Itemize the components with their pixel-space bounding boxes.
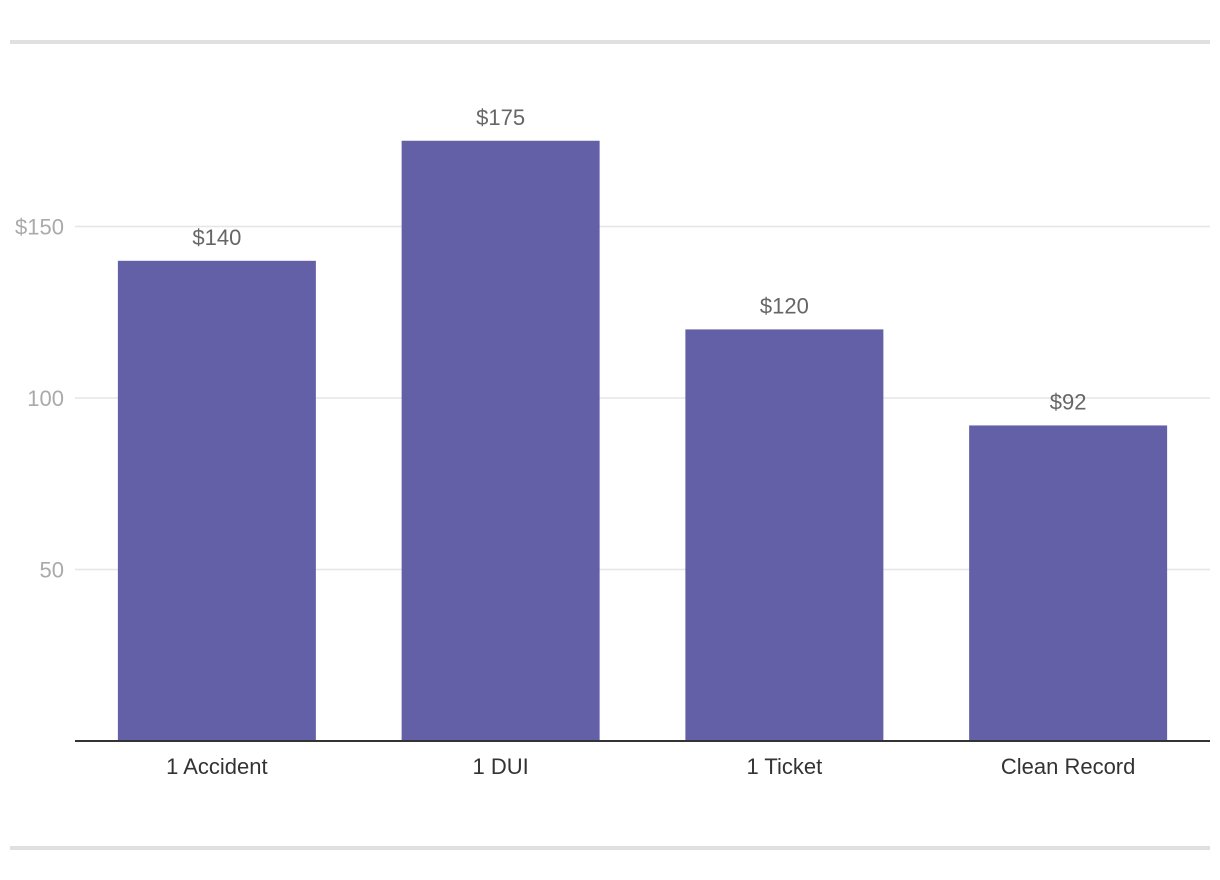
bars <box>117 140 1168 741</box>
bottom-divider <box>10 846 1210 850</box>
data-labels: $140 $175 $120 $92 <box>192 105 1086 415</box>
bar-value-label: $120 <box>760 293 809 318</box>
top-divider <box>10 40 1210 44</box>
bar <box>685 329 884 741</box>
category-label: 1 Ticket <box>746 754 822 779</box>
bar <box>969 425 1168 741</box>
x-axis-categories: 1 Accident 1 DUI 1 Ticket Clean Record <box>166 754 1135 779</box>
bar-value-label: $175 <box>476 105 525 130</box>
y-axis-ticks: 50 100 $150 <box>15 215 64 583</box>
category-label: 1 DUI <box>473 754 529 779</box>
category-label: 1 Accident <box>166 754 268 779</box>
bar-value-label: $140 <box>192 225 241 250</box>
bar <box>401 140 600 741</box>
y-tick-label: $150 <box>15 215 64 240</box>
bar-value-label: $92 <box>1050 389 1087 414</box>
category-label: Clean Record <box>1001 754 1136 779</box>
y-tick-label: 100 <box>27 386 64 411</box>
y-tick-label: 50 <box>40 558 64 583</box>
bar <box>117 260 316 741</box>
